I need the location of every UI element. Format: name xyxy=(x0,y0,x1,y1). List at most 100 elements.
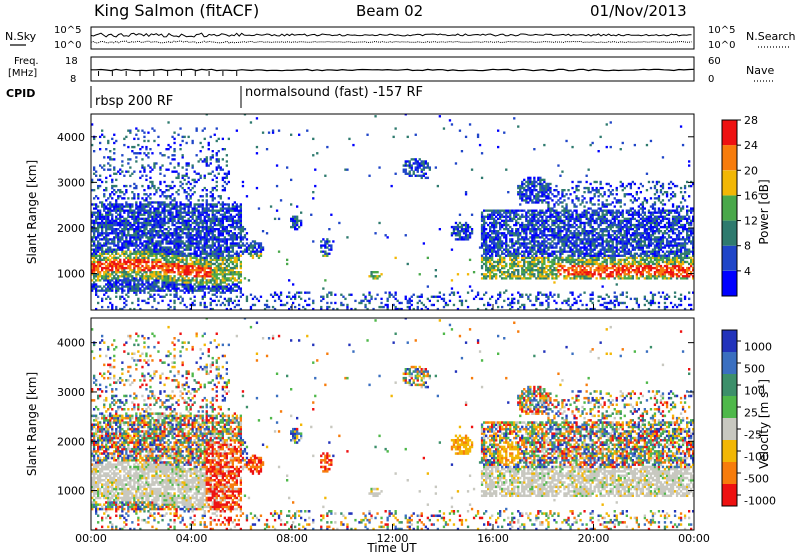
power-cell-2997 xyxy=(237,303,241,307)
power-cell-1303 xyxy=(153,209,156,212)
power-cell-1062 xyxy=(143,252,146,255)
power-cell-2661 xyxy=(217,150,220,153)
power-cell-3530 xyxy=(428,168,432,171)
power-cell-4668 xyxy=(545,215,548,218)
power-cell-203 xyxy=(101,248,104,251)
power-cell-3637 xyxy=(466,234,470,237)
power-cell-4513 xyxy=(537,221,540,225)
power-cell-1409 xyxy=(159,246,162,249)
power-cell-4856 xyxy=(557,219,560,223)
power-cell-696 xyxy=(125,244,128,247)
power-cell-230 xyxy=(103,275,106,278)
power-cell-1481 xyxy=(163,279,166,282)
power-cell-2501 xyxy=(211,244,214,247)
power-cell-1080 xyxy=(143,207,146,210)
power-cell-1195 xyxy=(149,252,152,255)
power-cell-1813 xyxy=(177,189,180,192)
power-cell-3562 xyxy=(450,279,454,282)
power-cell-1658 xyxy=(171,254,174,257)
power-cell-3082 xyxy=(245,299,249,303)
power-cell-3259 xyxy=(312,307,315,310)
power-cell-4939 xyxy=(563,223,566,227)
power-cell-4339 xyxy=(529,293,532,296)
power-cell-4183 xyxy=(519,242,522,245)
power-cell-667 xyxy=(123,219,126,223)
power-cell-4639 xyxy=(543,189,546,192)
power-cell-1426 xyxy=(159,203,162,206)
power-cell-2404 xyxy=(207,287,210,290)
power-cell-1004 xyxy=(139,170,142,173)
power-cell-2408 xyxy=(207,275,210,278)
power-cell-1019 xyxy=(141,258,144,262)
power-cell-858 xyxy=(133,230,136,233)
power-cell-1703 xyxy=(173,256,176,260)
power-cell-492 xyxy=(115,258,118,262)
power-cell-2797 xyxy=(225,269,229,272)
power-cell-1350 xyxy=(155,201,158,204)
power-cell-4294 xyxy=(525,211,528,214)
power-cell-2444 xyxy=(209,281,212,284)
power-cell-1005 xyxy=(139,152,142,155)
power-cell-594 xyxy=(119,168,122,171)
power-cell-2861 xyxy=(227,203,231,206)
power-cell-4111 xyxy=(513,211,516,214)
power-cell-415 xyxy=(111,230,114,233)
power-cell-3263 xyxy=(312,197,315,200)
power-cell-1311 xyxy=(153,162,156,165)
power-cell-1412 xyxy=(159,240,162,243)
power-cell-1487 xyxy=(163,264,166,268)
power-cell-2757 xyxy=(223,277,227,280)
power-cell-4778 xyxy=(553,277,556,280)
power-cell-4241 xyxy=(523,269,526,272)
power-cell-522 xyxy=(117,285,120,288)
power-cell-222 xyxy=(101,166,104,169)
power-cell-3444 xyxy=(408,305,411,309)
power-cell-1736 xyxy=(175,293,178,296)
power-cell-408 xyxy=(111,252,114,255)
power-cell-3411 xyxy=(394,293,397,296)
power-cell-786 xyxy=(129,223,132,227)
power-cell-1302 xyxy=(153,211,156,214)
power-cell-2194 xyxy=(197,264,200,268)
power-cell-1918 xyxy=(183,254,186,257)
power-cell-1283 xyxy=(153,258,156,262)
power-cell-1239 xyxy=(151,260,154,264)
power-cell-3302 xyxy=(326,242,329,245)
power-cell-4654 xyxy=(545,264,548,268)
power-cell-4682 xyxy=(547,297,550,301)
power-cell-3559 xyxy=(448,119,452,122)
power-cell-3243 xyxy=(300,291,303,294)
power-cell-807 xyxy=(131,271,134,274)
power-cell-745 xyxy=(127,221,130,225)
power-cell-3403 xyxy=(390,293,393,296)
power-cell-843 xyxy=(133,266,136,270)
power-cell-1438 xyxy=(161,289,164,292)
power-cell-1418 xyxy=(159,223,162,227)
noise-search-trace xyxy=(90,40,692,44)
power-cell-3786 xyxy=(489,246,492,249)
power-cell-4918 xyxy=(561,191,564,194)
power-cell-4607 xyxy=(543,293,546,296)
power-cell-3696 xyxy=(483,275,486,278)
power-cell-1183 xyxy=(149,293,152,296)
power-cell-4710 xyxy=(547,195,550,198)
power-cell-3025 xyxy=(239,307,243,310)
power-cell-3801 xyxy=(491,295,494,298)
power-cell-4273 xyxy=(525,269,528,272)
power-cell-566 xyxy=(119,264,122,268)
power-cell-3487 xyxy=(418,299,421,303)
power-cell-3603 xyxy=(460,303,464,307)
power-cell-2557 xyxy=(213,234,216,237)
power-cell-3503 xyxy=(420,164,423,167)
power-cell-1608 xyxy=(169,283,172,286)
power-cell-1505 xyxy=(163,215,166,218)
power-cell-1174 xyxy=(147,195,150,198)
power-cell-3550 xyxy=(442,299,446,303)
power-cell-4870 xyxy=(559,262,562,266)
power-cell-769 xyxy=(129,266,132,270)
power-cell-4838 xyxy=(557,271,560,274)
power-cell-405 xyxy=(111,262,114,266)
power-cell-927 xyxy=(137,285,140,288)
power-cell-2062 xyxy=(189,211,192,214)
power-cell-2655 xyxy=(217,195,220,198)
